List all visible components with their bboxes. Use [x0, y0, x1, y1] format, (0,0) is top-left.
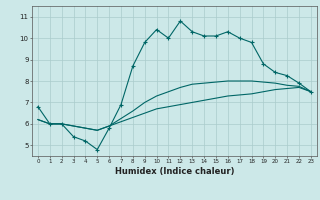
X-axis label: Humidex (Indice chaleur): Humidex (Indice chaleur) [115, 167, 234, 176]
